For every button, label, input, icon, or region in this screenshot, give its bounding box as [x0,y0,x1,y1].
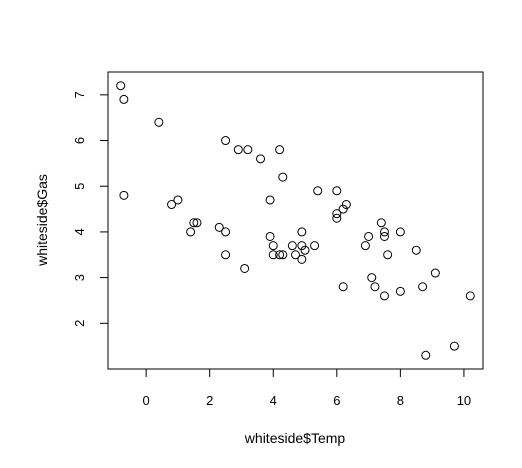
data-points [116,81,475,360]
data-point [310,241,320,251]
data-point [367,273,377,283]
x-tick-label: 8 [397,393,404,408]
data-point [379,291,389,301]
data-point [376,218,386,228]
data-point [256,154,266,164]
data-point [383,250,393,260]
data-point [297,241,307,251]
plot-box [107,71,484,370]
data-point [189,218,199,228]
data-point [214,222,224,232]
y-tick-label: 3 [72,274,87,281]
data-point [465,291,475,301]
data-point [265,231,275,241]
data-point [297,254,307,264]
data-point [379,227,389,237]
data-point [338,282,348,292]
data-point [221,250,231,260]
data-point [341,200,351,210]
data-point [275,250,285,260]
data-point [154,117,164,127]
data-point [300,245,310,255]
data-point [395,286,405,296]
data-point [192,218,202,228]
data-point [449,341,459,351]
data-point [116,81,126,91]
data-point [287,241,297,251]
data-point [119,190,129,200]
data-point [313,186,323,196]
data-point [275,145,285,155]
y-axis-title: whiteside$Gas [34,174,50,267]
x-tick-label: 4 [270,393,277,408]
data-point [119,94,129,104]
y-tick-label: 4 [72,228,87,235]
data-point [186,227,196,237]
data-point [233,145,243,155]
y-tick-label: 2 [72,320,87,327]
y-tick-label: 7 [72,91,87,98]
data-point [332,213,342,223]
data-point [332,209,342,219]
data-point [360,241,370,251]
data-point [395,227,405,237]
data-point [430,268,440,278]
data-point [265,195,275,205]
x-tick-label: 0 [143,393,150,408]
data-point [240,263,250,273]
data-point [291,250,300,260]
data-point [243,145,253,155]
x-tick-label: 2 [206,393,213,408]
data-point [418,282,428,292]
data-point [221,227,231,237]
data-point [297,227,307,237]
data-point [221,136,231,146]
y-axis: 2 3 4 5 6 7 [72,91,109,327]
data-point [268,250,278,260]
data-point [278,250,288,260]
x-axis-title: whiteside$Temp [244,430,346,446]
data-point [167,200,177,210]
x-tick-label: 10 [457,393,471,408]
data-point [370,282,380,292]
data-point [364,231,374,241]
x-tick-label: 6 [333,393,340,408]
y-tick-label: 5 [72,183,87,190]
data-point [421,350,431,360]
data-point [379,231,389,241]
data-point [338,204,348,214]
data-point [332,186,342,196]
data-point [173,195,183,205]
data-point [411,245,421,255]
data-point [268,241,278,251]
y-tick-label: 6 [72,137,87,144]
x-axis: 0 2 4 6 8 10 [143,368,471,408]
data-point [278,172,288,182]
